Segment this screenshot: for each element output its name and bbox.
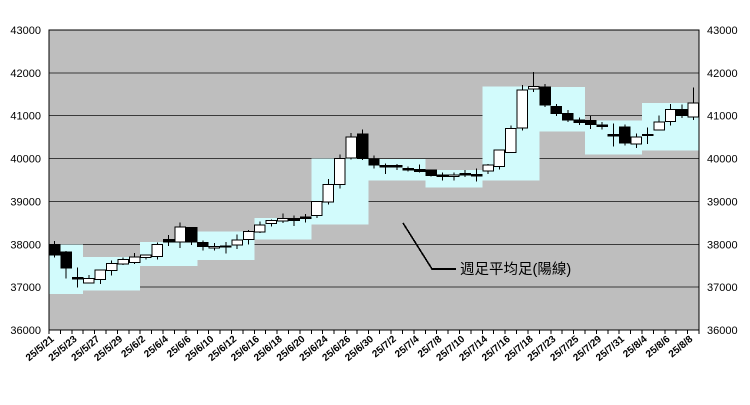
svg-text:41000: 41000 <box>10 111 41 123</box>
svg-text:40000: 40000 <box>10 154 41 166</box>
svg-text:43000: 43000 <box>707 25 738 37</box>
svg-text:41000: 41000 <box>707 111 738 123</box>
svg-text:週足平均足(陽線): 週足平均足(陽線) <box>460 261 571 278</box>
svg-text:39000: 39000 <box>10 196 41 208</box>
svg-text:36000: 36000 <box>707 325 738 337</box>
svg-text:43000: 43000 <box>10 25 41 37</box>
svg-text:37000: 37000 <box>707 282 738 294</box>
svg-text:38000: 38000 <box>707 239 738 251</box>
svg-text:39000: 39000 <box>707 196 738 208</box>
svg-text:40000: 40000 <box>707 154 738 166</box>
svg-text:38000: 38000 <box>10 239 41 251</box>
svg-text:37000: 37000 <box>10 282 41 294</box>
svg-text:36000: 36000 <box>10 325 41 337</box>
svg-text:42000: 42000 <box>707 68 738 80</box>
svg-text:42000: 42000 <box>10 68 41 80</box>
